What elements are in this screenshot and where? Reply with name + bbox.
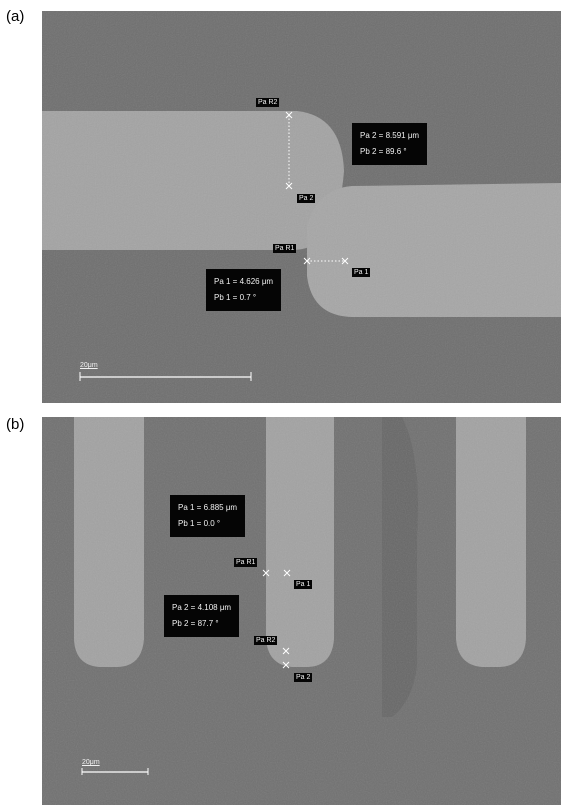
annotation-box-a-pa2: Pa 2 = 8.591 μm Pb 2 = 89.6 ° [352, 123, 428, 165]
scale-label-a: 20μm [80, 362, 98, 369]
annotation-line: Pa 2 = 4.108 μm [172, 603, 232, 612]
tag-pa-r1-a: Pa R1 [273, 244, 297, 253]
annotation-line: Pb 2 = 89.6 ° [360, 147, 407, 156]
annotation-line: Pa 1 = 4.626 μm [214, 277, 274, 286]
sem-image-a: Pa 2 = 8.591 μm Pb 2 = 89.6 ° Pa 1 = 4.6… [42, 11, 561, 403]
cross-markers-b [262, 569, 291, 669]
annotation-line: Pa 1 = 6.885 μm [178, 503, 238, 512]
sem-image-b: Pa 1 = 6.885 μm Pb 1 = 0.0 ° Pa 2 = 4.10… [42, 417, 561, 805]
sem-graphic-b [42, 417, 561, 805]
tag-pa-1-b: Pa 1 [294, 580, 313, 589]
panel-label-a: (a) [6, 8, 25, 25]
annotation-line: Pb 2 = 87.7 ° [172, 619, 219, 628]
annotation-line: Pb 1 = 0.0 ° [178, 519, 221, 528]
annotation-box-a-pa1: Pa 1 = 4.626 μm Pb 1 = 0.7 ° [206, 269, 282, 311]
annotation-box-b-pa1: Pa 1 = 6.885 μm Pb 1 = 0.0 ° [170, 495, 246, 537]
annotation-box-b-pa2: Pa 2 = 4.108 μm Pb 2 = 87.7 ° [164, 595, 240, 637]
scale-label-b: 20μm [82, 759, 100, 766]
sem-graphic-a [42, 11, 561, 403]
tag-pa-r1-b: Pa R1 [234, 558, 258, 567]
annotation-line: Pa 2 = 8.591 μm [360, 131, 420, 140]
tag-pa-r2-b: Pa R2 [254, 636, 278, 645]
grain-overlay-a [42, 11, 561, 403]
annotation-line: Pb 1 = 0.7 ° [214, 293, 257, 302]
cross-markers-a [285, 111, 349, 265]
panel-label-b: (b) [6, 416, 25, 433]
tag-pa-2-b: Pa 2 [294, 673, 313, 682]
tag-pa-r2-a: Pa R2 [256, 98, 280, 107]
tag-pa-2-a: Pa 2 [297, 194, 316, 203]
tag-pa-1-a: Pa 1 [352, 268, 371, 277]
grain-overlay-b [42, 417, 561, 805]
